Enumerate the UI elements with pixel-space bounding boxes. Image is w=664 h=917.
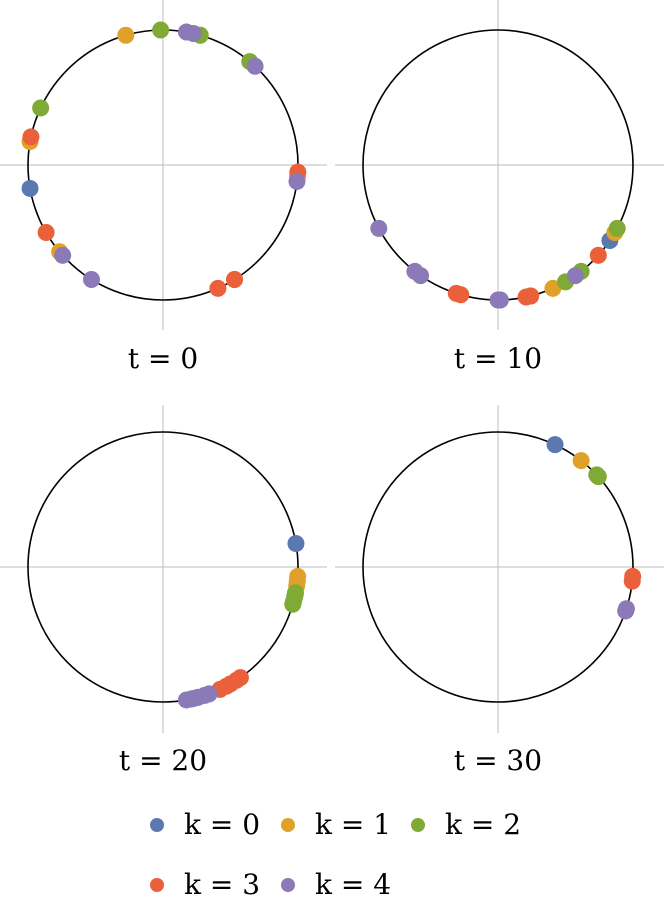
legend-label: k = 2 xyxy=(445,808,521,841)
point-k3-1 xyxy=(623,572,641,590)
point-k3-1 xyxy=(22,128,40,146)
point-k2-0 xyxy=(608,219,626,237)
point-k1-0 xyxy=(117,26,135,44)
point-k4-3 xyxy=(288,172,306,190)
legend-marker xyxy=(281,818,295,832)
panel-3: t = 30 xyxy=(335,405,664,777)
legend-label: k = 3 xyxy=(184,868,260,901)
point-k4-0 xyxy=(370,219,388,237)
unit-circle xyxy=(362,431,634,703)
legend-item-k1: k = 1 xyxy=(281,808,391,841)
point-k4-2 xyxy=(246,57,264,75)
point-k3-3 xyxy=(209,279,227,297)
legend-marker xyxy=(411,818,425,832)
legend-label: k = 1 xyxy=(315,808,391,841)
panel-label: t = 0 xyxy=(128,342,198,375)
point-k4-5 xyxy=(200,685,218,703)
point-k0-0 xyxy=(287,535,305,553)
point-k3-2 xyxy=(447,284,465,302)
legend-item-k0: k = 0 xyxy=(150,808,260,841)
point-k0-0 xyxy=(546,436,564,454)
panel-1: t = 10 xyxy=(335,0,664,375)
point-k2-4 xyxy=(284,595,302,613)
point-k3-0 xyxy=(589,246,607,264)
legend-label: k = 0 xyxy=(184,808,260,841)
point-k0-0 xyxy=(21,179,39,197)
legend-item-k3: k = 3 xyxy=(150,868,260,901)
point-k4-4 xyxy=(54,246,72,264)
point-k3-2 xyxy=(37,224,55,241)
legend-label: k = 4 xyxy=(315,868,391,901)
point-k3-4 xyxy=(231,669,249,687)
point-k4-5 xyxy=(82,270,100,288)
point-k1-1 xyxy=(544,279,562,297)
legend-marker xyxy=(281,878,295,892)
point-k3-4 xyxy=(226,270,244,288)
panel-label: t = 30 xyxy=(454,744,542,777)
point-k4-2 xyxy=(412,267,430,285)
unit-circle xyxy=(27,431,299,703)
point-k4-1 xyxy=(617,602,635,620)
legend-item-k2: k = 2 xyxy=(411,808,521,841)
legend-item-k4: k = 4 xyxy=(281,868,391,901)
legend-marker xyxy=(150,818,164,832)
panels: t = 0 t = 10 t = 20 t = 30 xyxy=(0,0,664,777)
panel-0: t = 0 xyxy=(0,0,327,375)
point-k4-4 xyxy=(489,291,507,309)
point-k1-0 xyxy=(572,452,590,470)
panel-label: t = 20 xyxy=(119,744,207,777)
panel-2: t = 20 xyxy=(0,405,327,777)
point-k4-1 xyxy=(184,24,202,42)
legend-marker xyxy=(150,878,164,892)
point-k2-3 xyxy=(32,99,50,117)
point-k2-1 xyxy=(588,466,606,484)
point-k4-5 xyxy=(566,267,584,285)
panel-label: t = 10 xyxy=(454,342,542,375)
point-k2-0 xyxy=(152,21,170,39)
legend: k = 0 k = 1 k = 2 k = 3 k = 4 xyxy=(150,808,521,901)
point-k3-4 xyxy=(522,287,540,305)
